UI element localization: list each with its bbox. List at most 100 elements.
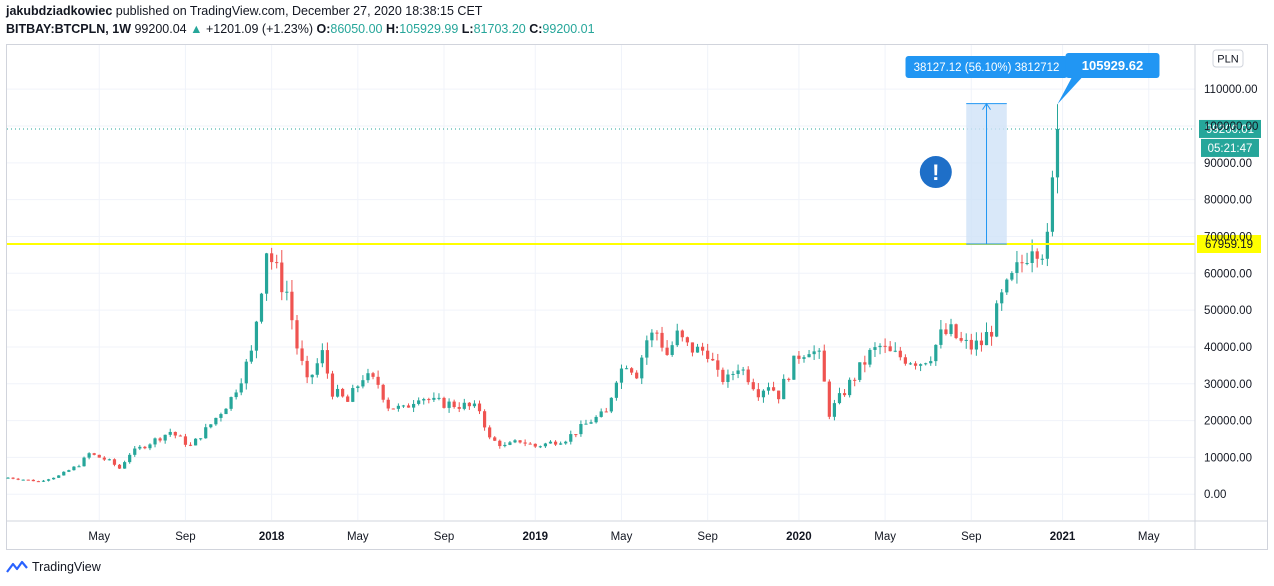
- candle-body: [214, 417, 218, 425]
- candle-body: [259, 293, 264, 322]
- candle-body: [178, 435, 182, 437]
- candle-body: [543, 443, 548, 447]
- candle-body: [766, 387, 771, 391]
- candle-body: [574, 434, 578, 436]
- y-tick-label: 40000.00: [1204, 342, 1252, 354]
- candle-body: [924, 363, 928, 365]
- high-label: H:: [386, 22, 400, 36]
- candle-body: [903, 357, 907, 364]
- price-chart[interactable]: 99200.01 05:21:47 67959.19 38127.12 (56.10%…: [0, 0, 1274, 556]
- candle-body: [736, 370, 740, 374]
- candle-body: [67, 470, 71, 472]
- candle-body: [102, 457, 106, 460]
- candle-body: [264, 253, 269, 294]
- x-tick-label: May: [88, 531, 110, 543]
- x-tick-label: Sep: [434, 531, 454, 543]
- candle-body: [229, 397, 233, 409]
- candle-body: [690, 342, 695, 353]
- y-tick-label: 50000.00: [1204, 305, 1252, 317]
- y-tick-label: 60000.00: [1204, 268, 1252, 280]
- candle-body: [944, 329, 948, 335]
- candle-body: [26, 479, 30, 481]
- y-tick-label: 70000.00: [1204, 231, 1252, 243]
- candle-body: [1010, 272, 1014, 280]
- candle-body: [939, 329, 943, 345]
- chart-frame[interactable]: [6, 44, 1268, 550]
- alert-icon: [919, 156, 952, 189]
- candle-body: [670, 345, 674, 355]
- candle-body: [959, 338, 963, 341]
- candle-body: [62, 471, 66, 476]
- candle-body: [128, 454, 132, 463]
- candle-body: [6, 477, 10, 479]
- x-tick-label: Sep: [697, 531, 717, 543]
- candle-body: [92, 453, 96, 455]
- candle-body: [1050, 177, 1055, 232]
- candle-body: [82, 457, 86, 467]
- currency-badge: [1212, 49, 1244, 68]
- candle-body: [594, 416, 598, 423]
- footer-brand[interactable]: TradingView: [32, 560, 101, 574]
- tradingview-logo-icon: [6, 560, 28, 573]
- candle-body: [143, 446, 147, 449]
- candle-body: [898, 350, 902, 358]
- candle-body: [285, 291, 289, 293]
- candle-body: [868, 349, 872, 365]
- y-tick-label: 80000.00: [1204, 195, 1252, 207]
- x-tick-label: 2020: [786, 531, 812, 543]
- candle-body: [726, 374, 730, 383]
- candle-body: [57, 475, 61, 478]
- candle-body: [553, 441, 558, 445]
- candle-body: [721, 369, 725, 383]
- horizontal-line-label: 67959.19: [1205, 239, 1253, 251]
- candle-body: [153, 438, 157, 445]
- candle-body: [239, 383, 243, 393]
- y-tick-label: 110000.00: [1204, 84, 1258, 96]
- candle-body: [158, 438, 162, 441]
- price-change: +1201.09 (+1.23%): [205, 22, 313, 36]
- candle-body: [351, 388, 355, 402]
- x-tick-label: Sep: [175, 531, 195, 543]
- candle-body: [188, 444, 193, 446]
- candles: [6, 104, 1060, 483]
- author-name[interactable]: jakubdziadkowiec: [6, 4, 113, 18]
- candle-body: [949, 324, 953, 335]
- candle-body: [361, 380, 365, 387]
- candle-body: [619, 368, 624, 383]
- candle-body: [589, 422, 593, 424]
- candle-body: [295, 320, 299, 349]
- candle-body: [974, 340, 978, 350]
- candle-body: [559, 443, 563, 445]
- candle-body: [782, 378, 786, 400]
- alert-icon-glyph: !: [932, 160, 939, 185]
- candle-body: [908, 363, 913, 365]
- footer: TradingView: [6, 560, 101, 574]
- horizontal-line-badge: [1197, 234, 1261, 253]
- candle-body: [878, 345, 882, 348]
- candle-body: [249, 350, 253, 362]
- candle-body: [706, 350, 710, 359]
- candle-body: [533, 443, 537, 447]
- candle-body: [346, 396, 350, 402]
- candle-body: [193, 438, 198, 446]
- countdown-label: 05:21:47: [1208, 143, 1253, 155]
- candle-body: [716, 360, 720, 370]
- candle-body: [604, 411, 608, 413]
- candle-body: [832, 403, 837, 417]
- candle-body: [199, 438, 203, 440]
- candle-body: [493, 437, 497, 441]
- candle-body: [848, 379, 852, 396]
- candle-body: [893, 350, 897, 352]
- x-tick-label: May: [1138, 531, 1160, 543]
- candle-body: [913, 363, 918, 366]
- candle-body: [442, 397, 446, 408]
- x-tick-label: May: [611, 531, 633, 543]
- candle-body: [1020, 262, 1024, 264]
- candle-body: [614, 382, 618, 398]
- x-tick-label: 2018: [259, 531, 285, 543]
- candle-body: [36, 481, 41, 483]
- candle-body: [934, 344, 938, 362]
- candle-body: [204, 427, 208, 439]
- candle-body: [807, 354, 811, 358]
- candle-body: [954, 324, 958, 339]
